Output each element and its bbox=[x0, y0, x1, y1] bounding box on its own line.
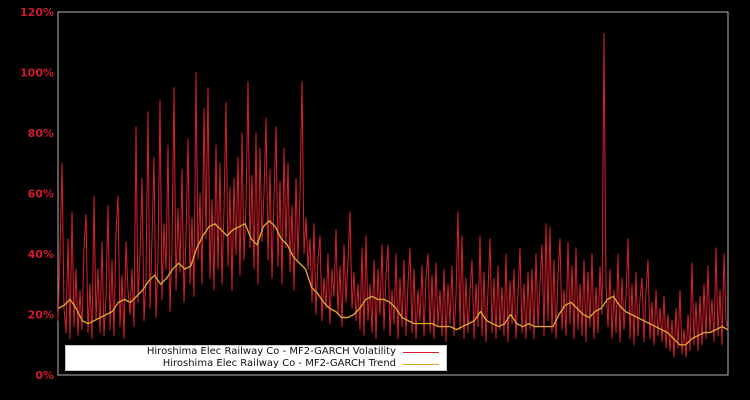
chart-legend: Hiroshima Elec Railway Co - MF2-GARCH Vo… bbox=[65, 345, 447, 371]
legend-line-sample-volatility bbox=[403, 351, 439, 353]
y-axis-tick-label: 120% bbox=[20, 6, 54, 19]
y-axis-tick-label: 80% bbox=[28, 127, 54, 140]
legend-line-sample-trend bbox=[403, 363, 439, 365]
legend-item-volatility: Hiroshima Elec Railway Co - MF2-GARCH Vo… bbox=[66, 346, 446, 358]
plot-border bbox=[57, 11, 729, 376]
y-axis-tick-label: 60% bbox=[28, 187, 54, 200]
y-axis-tick-label: 40% bbox=[28, 248, 54, 261]
volatility-series-line bbox=[57, 32, 729, 358]
y-axis-tick-label: 0% bbox=[35, 369, 54, 382]
legend-label-trend: Hiroshima Elec Railway Co - MF2-GARCH Tr… bbox=[162, 358, 396, 369]
legend-label-volatility: Hiroshima Elec Railway Co - MF2-GARCH Vo… bbox=[146, 346, 396, 357]
legend-item-trend: Hiroshima Elec Railway Co - MF2-GARCH Tr… bbox=[66, 358, 446, 370]
trend-series-line bbox=[57, 219, 729, 346]
y-axis-tick-label: 20% bbox=[28, 308, 54, 321]
y-axis-tick-label: 100% bbox=[20, 66, 54, 79]
